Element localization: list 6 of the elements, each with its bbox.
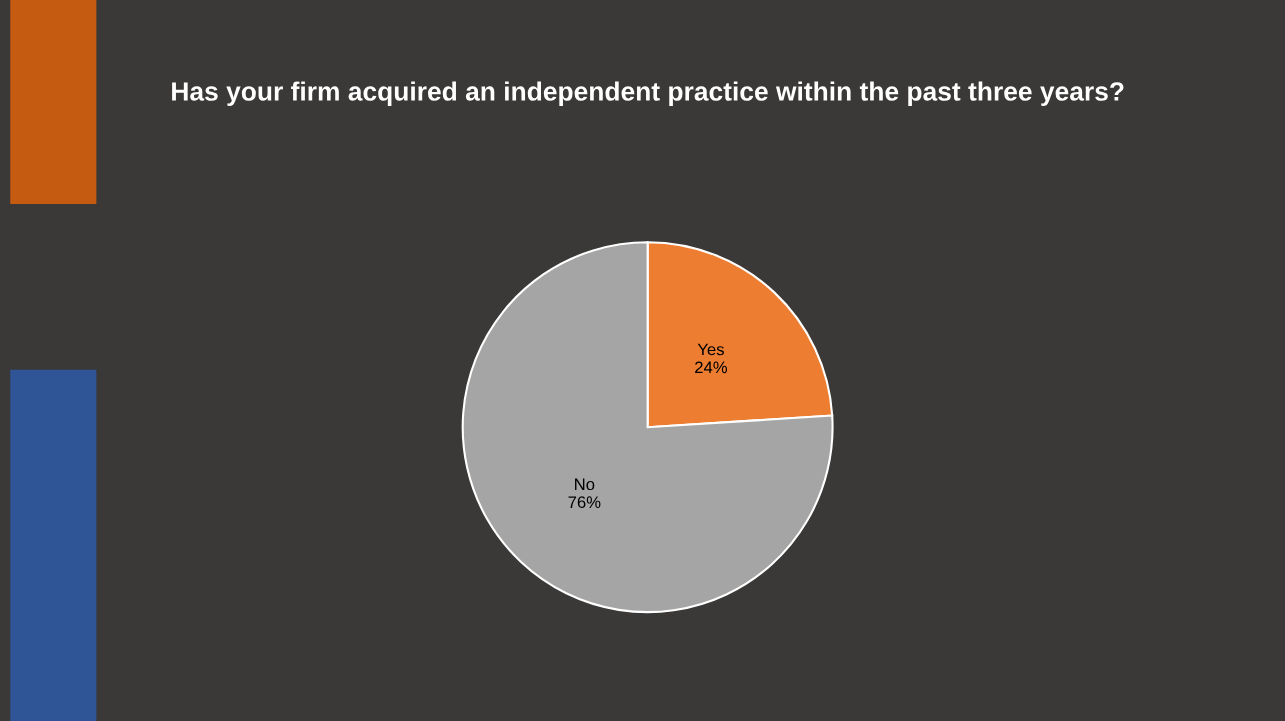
slice-label: No bbox=[575, 478, 595, 491]
data-label: 24% bbox=[695, 361, 728, 374]
data-label: 76% bbox=[568, 496, 601, 509]
chart-title: Has your firm acquired an independent practice within the past three years? bbox=[172, 81, 1124, 107]
slice-label: Yes bbox=[697, 343, 724, 356]
pie-slice bbox=[461, 241, 834, 614]
